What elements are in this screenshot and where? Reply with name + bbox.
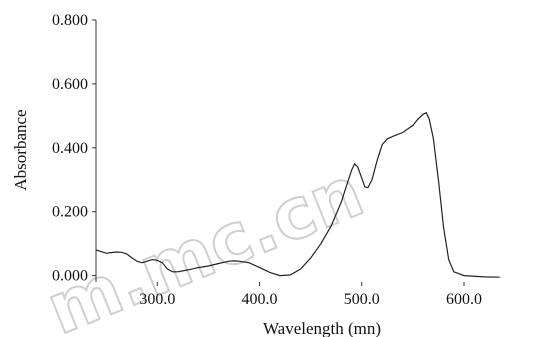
x-axis-ticks: 300.0 400.0 500.0 600.0 [139,282,482,308]
x-tick-label: 600.0 [446,291,482,308]
y-tick-label: 0.800 [52,12,88,29]
x-tick-label: 300.0 [139,291,175,308]
y-axis-ticks: 0.000 0.200 0.400 0.600 0.800 [52,12,96,285]
absorbance-series-line [95,111,500,278]
y-axis-title: Absorbance [11,109,30,190]
x-tick-label: 400.0 [242,291,278,308]
y-tick-label: 0.600 [52,76,88,93]
x-axis-title: Wavelength (mn) [263,319,381,337]
y-tick-label: 0.200 [52,204,88,221]
y-tick-label: 0.000 [52,268,88,285]
x-tick-label: 500.0 [344,291,380,308]
watermark: m.mc.cn [36,150,374,337]
y-tick-label: 0.400 [52,140,88,157]
